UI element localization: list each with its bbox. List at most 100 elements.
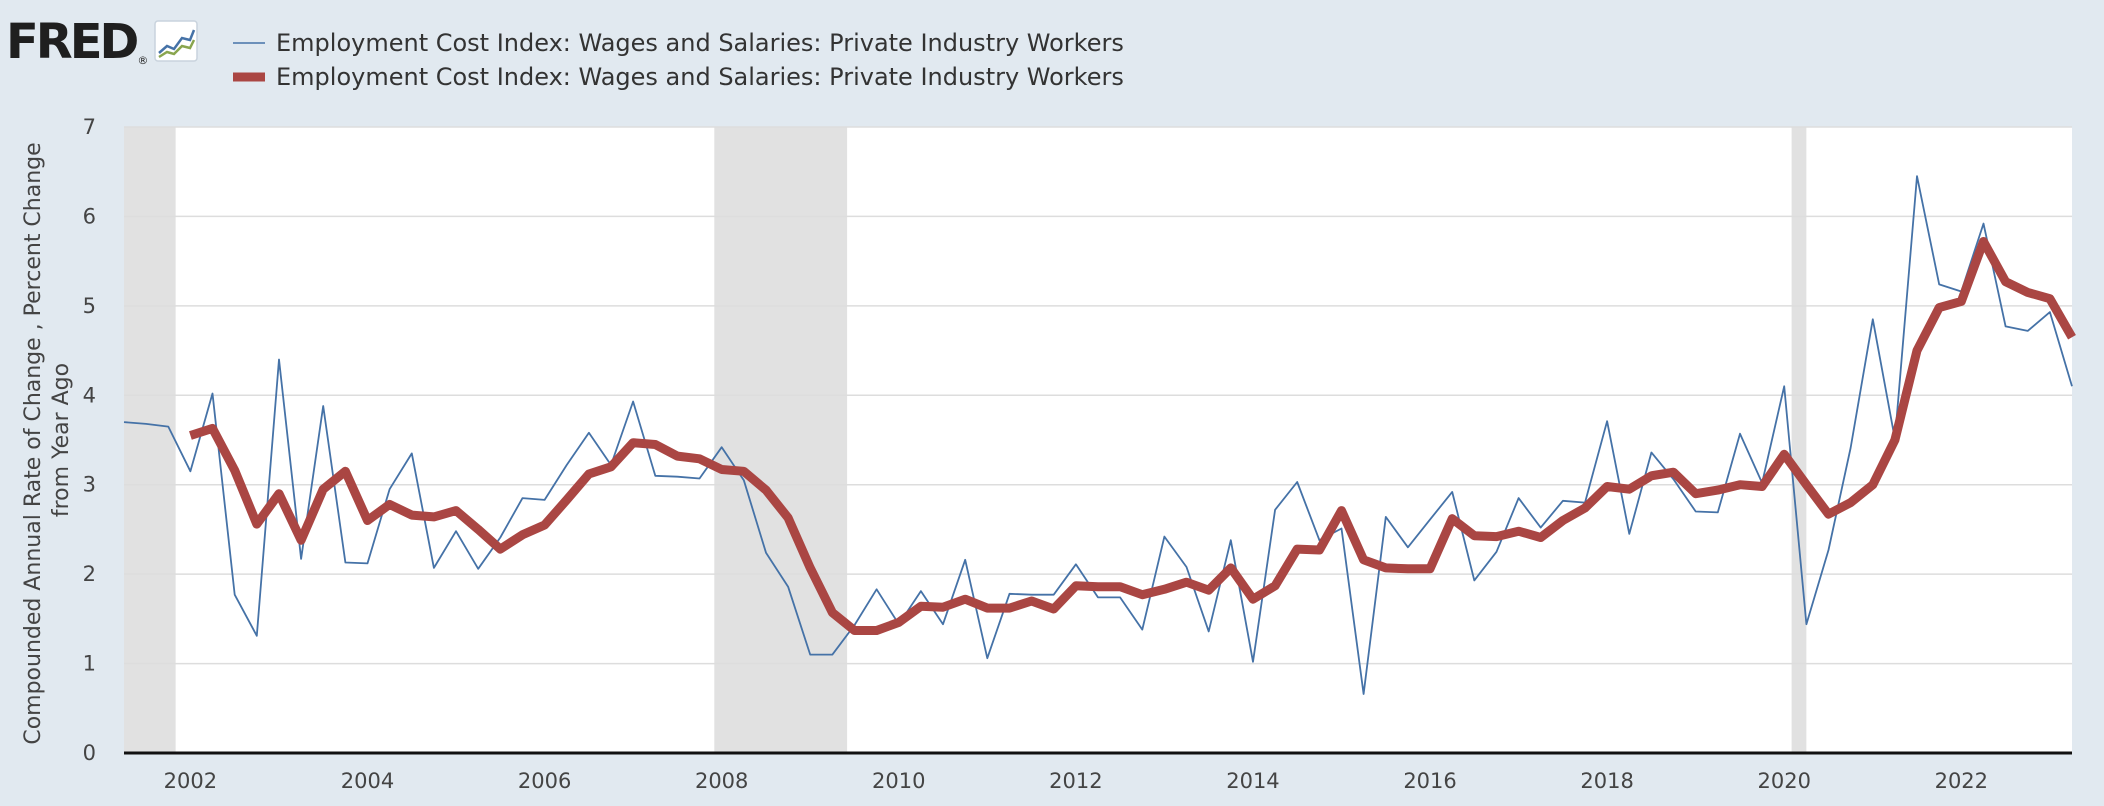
data-point [876,630,877,631]
data-point [1319,549,1320,550]
data-point [1585,507,1586,508]
data-point [389,489,390,490]
data-point [655,475,656,476]
series-line-1[interactable] [123,175,2073,695]
data-point [677,476,678,477]
data-point [1186,582,1187,583]
data-point [124,422,125,423]
data-point [1939,307,1940,308]
data-point [1164,589,1165,590]
data-point [1717,512,1718,513]
data-point [1075,585,1076,586]
data-point [1850,448,1851,449]
data-point [234,470,235,471]
data-point [301,558,302,559]
data-point [1363,693,1364,694]
data-point [1806,484,1807,485]
data-point [1739,433,1740,434]
data-point [1961,301,1962,302]
data-point [1252,661,1253,662]
data-point [2005,281,2006,282]
data-point [920,606,921,607]
x-tick-label: 2020 [1758,769,1811,793]
data-point [965,599,966,600]
data-point [987,608,988,609]
x-axis-tick-labels: 2002 2004 2006 2008 2010 2012 2014 2016 2018 2020… [164,769,1988,793]
x-tick-label: 2004 [341,769,394,793]
y-axis-tick-labels: 0 1 2 3 4 5 6 7 [83,115,96,765]
data-point [456,510,457,511]
data-point [1230,540,1231,541]
data-point [1607,421,1608,422]
data-point [411,515,412,516]
recession-band-1 [124,127,176,753]
legend-item-series-1[interactable]: Employment Cost Index: Wages and Salarie… [233,26,1124,60]
x-tick-label: 2012 [1049,769,1102,793]
data-point [1651,452,1652,453]
data-point [367,520,368,521]
data-point [1430,519,1431,520]
data-point [611,466,612,467]
data-point [1385,567,1386,568]
data-point [832,654,833,655]
data-point [1917,176,1918,177]
data-point [1208,590,1209,591]
data-point [234,594,235,595]
legend-item-series-2[interactable]: Employment Cost Index: Wages and Salarie… [233,60,1124,94]
data-point [832,612,833,613]
data-point [389,504,390,505]
data-point [876,589,877,590]
data-point [168,426,169,427]
y-tick-label: 5 [83,294,96,318]
data-point [1430,568,1431,569]
y-tick-label: 7 [83,115,96,139]
data-point [2027,292,2028,293]
data-point [1673,472,1674,473]
x-tick-label: 2014 [1226,769,1279,793]
data-point [1341,528,1342,529]
data-point [1739,484,1740,485]
fred-trend-chart-icon [154,20,199,62]
series-2 [189,237,2076,635]
chart-header: FRED ® Employment Cost Index: Wages and … [0,0,2104,120]
data-point [765,490,766,491]
legend-swatch-series-1 [233,42,265,44]
y-tick-label: 4 [83,383,96,407]
data-point [323,406,324,407]
data-point [854,630,855,631]
data-point [1186,566,1187,567]
data-point [743,471,744,472]
data-point [345,562,346,563]
data-point [655,444,656,445]
fred-logo[interactable]: FRED ® [6,18,199,67]
data-point [1098,586,1099,587]
data-point [566,465,567,466]
data-point [1009,608,1010,609]
data-point [478,568,479,569]
data-point [1496,551,1497,552]
data-point [1407,568,1408,569]
data-point [1031,594,1032,595]
data-point [920,591,921,592]
data-point [1164,536,1165,537]
data-point [788,517,789,518]
data-point [2027,330,2028,331]
data-point [433,567,434,568]
data-point [1850,502,1851,503]
data-point [721,447,722,448]
data-point [1629,533,1630,534]
data-point [1518,531,1519,532]
data-point [1717,490,1718,491]
data-point [1208,631,1209,632]
series-line-2[interactable] [189,237,2076,635]
y-tick-label: 3 [83,473,96,497]
data-point [478,529,479,530]
data-point [1341,510,1342,511]
data-point [1917,350,1918,351]
data-point [1496,536,1497,537]
data-point [743,480,744,481]
data-point [278,493,279,494]
data-point [1695,511,1696,512]
plot-area [124,127,2072,753]
series-lines [123,175,2076,695]
